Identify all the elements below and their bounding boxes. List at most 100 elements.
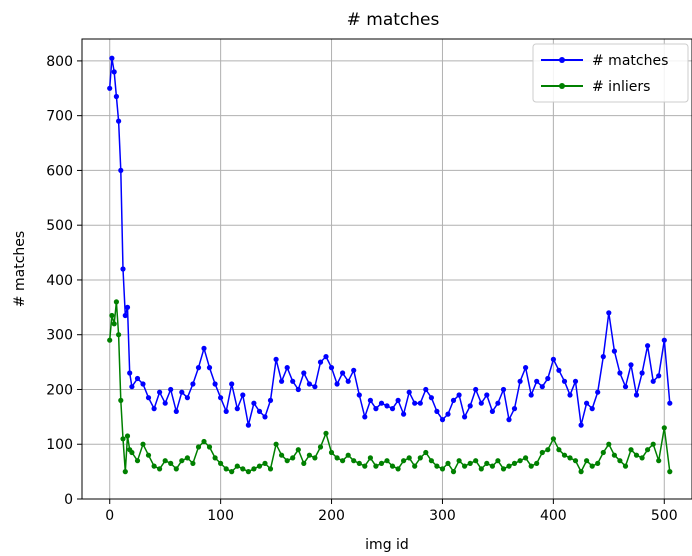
data-point-matches xyxy=(545,375,551,382)
data-point-matches xyxy=(439,417,446,423)
data-point-matches xyxy=(589,406,595,412)
data-point-inliers xyxy=(151,463,157,469)
data-point-inliers xyxy=(595,460,601,466)
data-point-inliers xyxy=(256,463,263,469)
data-point-inliers xyxy=(395,466,401,472)
data-point-matches xyxy=(223,408,229,414)
data-point-matches xyxy=(412,400,418,406)
data-point-inliers xyxy=(140,441,146,447)
data-point-matches xyxy=(284,365,290,371)
data-point-matches xyxy=(334,381,340,387)
data-point-inliers xyxy=(373,463,379,469)
data-point-inliers xyxy=(567,455,573,461)
data-point-inliers xyxy=(456,458,462,464)
data-point-inliers xyxy=(434,463,440,469)
data-point-matches xyxy=(617,370,623,376)
data-point-matches xyxy=(572,378,579,384)
data-point-inliers xyxy=(134,458,141,464)
data-point-matches xyxy=(234,406,240,412)
data-point-inliers xyxy=(145,452,152,458)
legend-box xyxy=(532,43,689,103)
data-point-matches xyxy=(378,400,385,406)
data-point-inliers xyxy=(245,469,251,475)
data-point-inliers xyxy=(223,466,229,472)
ticks: 0 100 200 300 400 500 0 100 200 300 400 500 600 700 80… xyxy=(46,54,677,524)
data-point-matches xyxy=(107,85,113,91)
data-point-inliers xyxy=(162,458,168,464)
data-point-inliers xyxy=(517,458,523,464)
data-point-inliers xyxy=(267,466,274,472)
data-point-matches xyxy=(633,392,640,398)
data-point-matches xyxy=(395,397,401,403)
data-point-inliers xyxy=(617,458,623,464)
data-point-matches xyxy=(561,378,568,384)
data-point-inliers xyxy=(584,458,590,464)
grid xyxy=(82,39,692,500)
data-point-matches xyxy=(500,386,507,393)
data-point-inliers xyxy=(656,458,662,464)
x-tick-label: 300 xyxy=(429,508,456,524)
data-point-matches xyxy=(495,400,501,406)
data-point-matches xyxy=(290,378,296,384)
data-point-matches xyxy=(622,384,629,390)
data-point-inliers xyxy=(157,466,163,472)
legend-marker-inliers xyxy=(559,83,565,89)
data-point-matches xyxy=(162,400,168,406)
data-point-matches xyxy=(251,400,257,406)
data-point-matches xyxy=(417,400,423,406)
data-point-matches xyxy=(645,343,651,349)
data-point-matches xyxy=(111,69,117,75)
data-point-inliers xyxy=(323,430,329,436)
data-point-matches xyxy=(456,392,462,398)
data-point-inliers xyxy=(378,460,385,466)
data-point-inliers xyxy=(306,452,312,458)
data-point-matches xyxy=(240,392,246,398)
data-point-inliers xyxy=(218,460,224,466)
data-point-matches xyxy=(517,378,523,384)
y-tick-label: 800 xyxy=(46,54,73,70)
data-point-matches xyxy=(118,167,124,173)
data-point-inliers xyxy=(234,463,240,469)
data-point-inliers xyxy=(229,469,235,475)
data-point-inliers xyxy=(212,455,218,461)
data-point-inliers xyxy=(122,469,128,475)
x-axis-label: img id xyxy=(365,537,409,553)
data-point-matches xyxy=(389,406,396,412)
data-point-inliers xyxy=(179,458,185,464)
data-point-inliers xyxy=(129,449,135,456)
data-point-matches xyxy=(600,354,606,360)
data-point-matches xyxy=(190,381,196,387)
data-point-matches xyxy=(478,400,484,406)
data-point-inliers xyxy=(528,463,534,469)
data-point-inliers xyxy=(201,438,207,445)
y-tick-label: 400 xyxy=(46,273,73,289)
data-point-matches xyxy=(279,378,285,384)
data-point-inliers xyxy=(606,441,612,447)
data-point-inliers xyxy=(262,460,268,466)
data-point-inliers xyxy=(351,458,357,464)
data-point-inliers xyxy=(478,466,484,472)
data-point-inliers xyxy=(109,312,115,319)
data-point-inliers xyxy=(406,455,412,461)
data-point-matches xyxy=(667,400,673,406)
data-point-inliers xyxy=(506,463,512,469)
data-point-matches xyxy=(567,392,573,398)
data-point-inliers xyxy=(622,463,629,469)
data-point-matches xyxy=(262,414,268,420)
data-point-matches xyxy=(356,392,362,398)
data-point-matches xyxy=(384,403,390,409)
data-point-inliers xyxy=(611,452,618,458)
data-point-inliers xyxy=(328,449,335,456)
data-point-matches xyxy=(206,365,213,371)
data-point-inliers xyxy=(173,466,179,472)
data-point-inliers xyxy=(290,455,296,461)
data-point-inliers xyxy=(473,458,479,464)
data-point-inliers xyxy=(301,460,307,466)
data-point-inliers xyxy=(284,458,290,464)
data-point-inliers xyxy=(578,469,584,475)
data-point-matches xyxy=(184,395,190,401)
data-point-inliers xyxy=(589,463,595,469)
data-point-inliers xyxy=(279,452,285,458)
data-point-matches xyxy=(362,414,368,420)
